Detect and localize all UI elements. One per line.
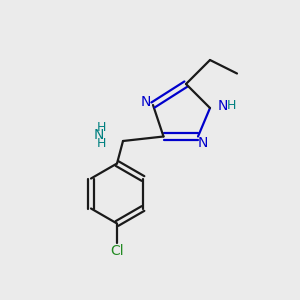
- Text: H: H: [227, 99, 236, 112]
- Text: N: N: [94, 128, 104, 142]
- Text: H: H: [96, 121, 106, 134]
- Text: N: N: [140, 95, 151, 109]
- Text: Cl: Cl: [110, 244, 124, 258]
- Text: N: N: [197, 136, 208, 150]
- Text: N: N: [218, 99, 228, 112]
- Text: H: H: [96, 137, 106, 150]
